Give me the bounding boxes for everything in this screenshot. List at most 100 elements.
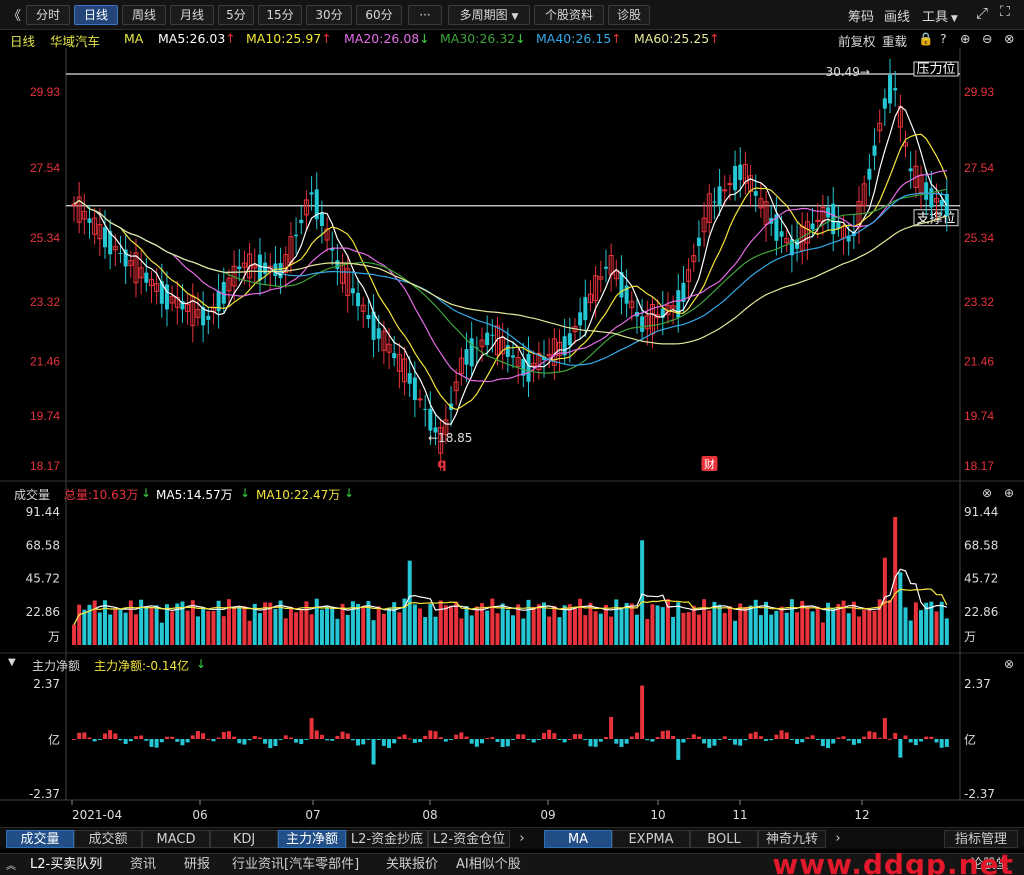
volume-bar [774, 610, 779, 645]
tab-l2-bottom-fishing[interactable]: L2-资金抄底 [346, 830, 428, 848]
netflow-bar [345, 733, 350, 739]
volume-bar [449, 605, 454, 645]
tab-overlay-expma[interactable]: EXPMA [612, 830, 690, 848]
netflow-bar [247, 739, 252, 741]
stock-info-button[interactable]: 个股资料 [534, 5, 604, 25]
netflow-bar [490, 737, 495, 739]
netflow-bar [469, 739, 474, 744]
tab-l2-position[interactable]: L2-资金仓位 [428, 830, 510, 848]
price-axis-label-right: 23.32 [964, 295, 994, 309]
period-button-5min[interactable]: 5分 [218, 5, 254, 25]
zoom-out-icon[interactable]: ⊖ [982, 31, 993, 46]
multi-period-button[interactable]: 多周期图 ▼ [448, 5, 530, 25]
netflow-bar [929, 736, 934, 739]
candle-body [464, 349, 469, 365]
stock-chart[interactable]: 29.93 29.93 27.54 27.54 25.34 25.34 23.32 23.32… [0, 0, 1024, 827]
multi-period-label: 多周期图 [459, 8, 508, 22]
expand-icon[interactable]: ⤢ [976, 4, 989, 22]
tab-turnover[interactable]: 成交额 [74, 830, 142, 848]
netflow-bar [640, 685, 645, 739]
news-tab-l2-queue[interactable]: L2-买卖队列 [30, 857, 103, 872]
close-icon[interactable]: ⊗ [1004, 31, 1015, 46]
news-tab-ai-similar[interactable]: AI相似个股 [456, 857, 521, 872]
help-icon[interactable]: ? [940, 31, 947, 46]
volume-bar [309, 614, 314, 645]
candle-body [402, 358, 408, 383]
reload-button[interactable]: 重载 [882, 34, 908, 49]
netflow-bar [552, 733, 557, 739]
news-tab-related-quotes[interactable]: 关联报价 [386, 857, 439, 872]
period-button-monthly[interactable]: 月线 [170, 5, 214, 25]
volume-bar [712, 601, 717, 645]
volume-bar [541, 602, 546, 645]
netflow-bar [412, 739, 417, 743]
volume-bar [87, 604, 92, 645]
volume-close-icon[interactable]: ⊗ [982, 486, 993, 500]
chips-button[interactable]: 筹码 [848, 10, 875, 25]
volume-bar [159, 622, 164, 645]
volume-bar [185, 610, 190, 645]
tab-overlay-magic-nine[interactable]: 神奇九转 [758, 830, 826, 848]
volume-settings-icon[interactable]: ⊕ [1004, 486, 1015, 500]
period-button-15min[interactable]: 15分 [258, 5, 302, 25]
period-button-intraday[interactable]: 分时 [26, 5, 70, 25]
chevron-right-icon[interactable]: › [835, 831, 841, 846]
candle-body [587, 293, 593, 304]
netflow-bar [381, 739, 386, 746]
back-icon[interactable]: 《 [8, 9, 22, 24]
candle-body [263, 262, 268, 274]
more-periods-button[interactable]: ··· [408, 5, 442, 25]
indicator-manage-button[interactable]: 指标管理 [944, 830, 1018, 848]
netflow-bar [82, 732, 87, 739]
netflow-bar [702, 739, 707, 744]
zoom-in-icon[interactable]: ⊕ [960, 31, 971, 46]
volume-bar [72, 624, 76, 645]
netflow-bar [908, 739, 913, 743]
volume-ma10-line [73, 588, 948, 625]
lock-icon[interactable]: 🔒 [918, 31, 934, 46]
netflow-close-icon[interactable]: ⊗ [1004, 657, 1015, 671]
volume-bar [201, 607, 206, 645]
volume-bar [216, 600, 221, 645]
event-marker-box [701, 456, 718, 471]
forum-link[interactable]: 论股堂 [970, 857, 1010, 872]
volume-bar [748, 605, 753, 645]
tools-menu[interactable]: 工具 ▼ [922, 6, 958, 25]
volume-bar [867, 607, 872, 645]
collapse-icon[interactable]: ▼ [8, 657, 16, 668]
tab-volume[interactable]: 成交量 [6, 830, 74, 848]
volume-bar [764, 601, 769, 645]
period-button-daily[interactable]: 日线 [74, 5, 118, 25]
news-tab-news[interactable]: 资讯 [130, 857, 157, 872]
volume-bar [702, 599, 707, 645]
volume-bar [113, 608, 118, 645]
tab-kdj[interactable]: KDJ [210, 830, 278, 848]
collapse-panel-icon[interactable]: ︽ [6, 861, 16, 872]
candle-body [712, 201, 717, 203]
candle-body [706, 193, 712, 223]
tab-overlay-boll[interactable]: BOLL [690, 830, 758, 848]
volume-bar [319, 609, 324, 645]
candle-body [345, 268, 351, 296]
period-button-60min[interactable]: 60分 [356, 5, 402, 25]
diagnose-button[interactable]: 诊股 [608, 5, 650, 25]
tab-main-net-flow[interactable]: 主力净额 [278, 830, 346, 848]
candle-body [423, 408, 428, 410]
news-tab-research[interactable]: 研报 [184, 857, 211, 872]
chevron-right-icon[interactable]: › [519, 831, 525, 846]
news-tab-industry[interactable]: 行业资讯[汽车零部件] [232, 857, 360, 872]
volume-bar [376, 606, 381, 645]
candle-body [185, 303, 191, 312]
adjust-button[interactable]: 前复权 [838, 34, 876, 49]
candle-body [396, 354, 402, 372]
period-button-weekly[interactable]: 周线 [122, 5, 166, 25]
tab-overlay-ma[interactable]: MA [544, 830, 612, 848]
netflow-title: 主力净额 [32, 659, 81, 673]
candle-body [691, 255, 697, 263]
tab-macd[interactable]: MACD [142, 830, 210, 848]
candle-body [624, 285, 629, 304]
draw-line-button[interactable]: 画线 [884, 10, 911, 25]
period-button-30min[interactable]: 30分 [306, 5, 352, 25]
volume-axis-label-right: 22.86 [964, 605, 998, 619]
fullscreen-icon[interactable]: ⛶ [1000, 4, 1010, 20]
